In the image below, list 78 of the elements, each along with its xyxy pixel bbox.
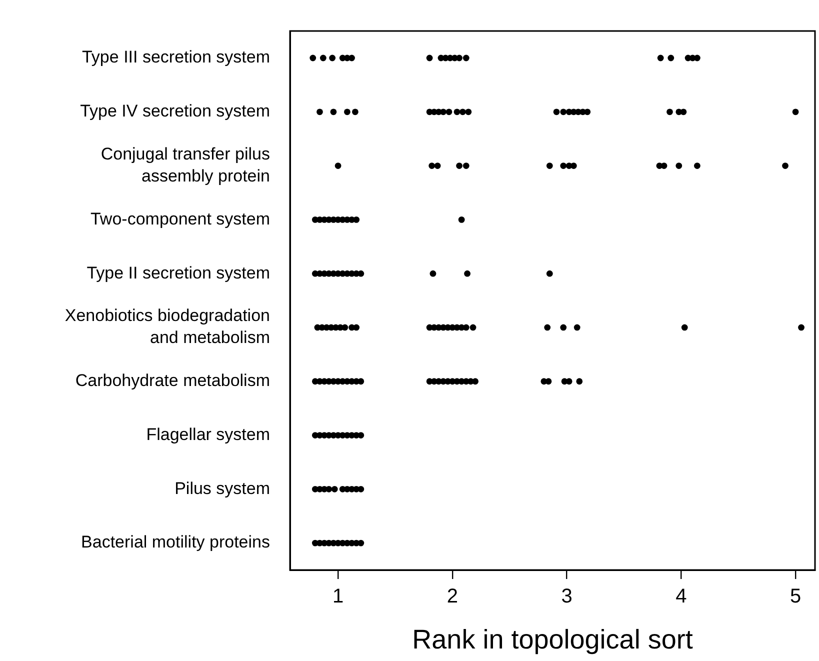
y-tick-label: Type III secretion system bbox=[82, 48, 270, 67]
point bbox=[434, 162, 441, 169]
point bbox=[544, 324, 551, 331]
point bbox=[348, 324, 355, 331]
point bbox=[312, 486, 318, 492]
x-tick-label: 3 bbox=[561, 586, 572, 608]
point bbox=[798, 324, 804, 331]
point bbox=[330, 108, 337, 116]
point bbox=[694, 162, 700, 169]
point bbox=[546, 270, 553, 277]
point bbox=[470, 324, 476, 331]
y-tick-label: Type II secretion system bbox=[86, 263, 270, 282]
point bbox=[666, 108, 673, 116]
point bbox=[560, 324, 567, 331]
point bbox=[428, 162, 436, 169]
point bbox=[560, 162, 567, 169]
point bbox=[560, 108, 567, 116]
y-tick-label: Type IV secretion system bbox=[80, 102, 270, 121]
point bbox=[553, 108, 560, 116]
point bbox=[576, 378, 583, 385]
y-tick-label: Xenobiotics biodegradation and metabolism bbox=[64, 306, 270, 348]
point bbox=[460, 108, 466, 116]
point bbox=[566, 108, 572, 116]
point bbox=[312, 216, 318, 223]
point bbox=[426, 108, 433, 116]
point bbox=[344, 108, 350, 116]
point bbox=[438, 54, 444, 62]
point bbox=[656, 162, 663, 169]
x-tick-label: 5 bbox=[790, 586, 802, 608]
point bbox=[329, 54, 336, 62]
point bbox=[426, 378, 433, 385]
x-tick-label: 2 bbox=[446, 586, 458, 608]
point bbox=[462, 162, 470, 169]
point bbox=[657, 54, 664, 62]
point bbox=[465, 108, 472, 116]
point bbox=[426, 54, 433, 62]
point bbox=[458, 216, 465, 223]
point bbox=[339, 486, 346, 492]
point bbox=[430, 270, 436, 277]
point bbox=[574, 324, 580, 331]
point bbox=[684, 54, 692, 62]
point bbox=[566, 162, 572, 169]
point bbox=[782, 162, 788, 169]
x-axis-title: Rank in topological sort bbox=[412, 624, 694, 654]
point bbox=[792, 108, 799, 116]
point bbox=[320, 54, 326, 62]
point bbox=[676, 162, 682, 169]
point bbox=[312, 432, 318, 438]
point bbox=[312, 378, 318, 385]
point bbox=[426, 324, 433, 331]
point bbox=[314, 324, 321, 331]
point bbox=[464, 270, 470, 277]
y-tick-label: Flagellar system bbox=[146, 424, 270, 444]
point bbox=[316, 108, 323, 116]
x-tick-label: 4 bbox=[676, 586, 687, 608]
y-tick-label: Two-component system bbox=[90, 209, 270, 228]
point bbox=[454, 108, 460, 116]
point bbox=[561, 378, 568, 385]
point bbox=[681, 324, 688, 331]
point bbox=[331, 486, 338, 492]
point bbox=[352, 108, 358, 116]
point bbox=[334, 162, 342, 169]
point bbox=[456, 162, 462, 169]
x-tick-label: 1 bbox=[332, 586, 344, 608]
y-tick-label: Bacterial motility proteins bbox=[81, 532, 270, 552]
y-tick-label: Carbohydrate metabolism bbox=[75, 371, 270, 390]
point bbox=[668, 54, 674, 62]
y-tick-label: Conjugal transfer pilus assembly protein bbox=[100, 144, 270, 186]
point bbox=[540, 378, 548, 385]
point bbox=[312, 540, 318, 546]
y-tick-label: Pilus system bbox=[174, 478, 270, 498]
point bbox=[310, 54, 316, 62]
point bbox=[446, 108, 452, 116]
point bbox=[546, 162, 553, 169]
point bbox=[339, 54, 346, 62]
point bbox=[462, 54, 470, 62]
point bbox=[676, 108, 682, 116]
point bbox=[312, 270, 318, 277]
